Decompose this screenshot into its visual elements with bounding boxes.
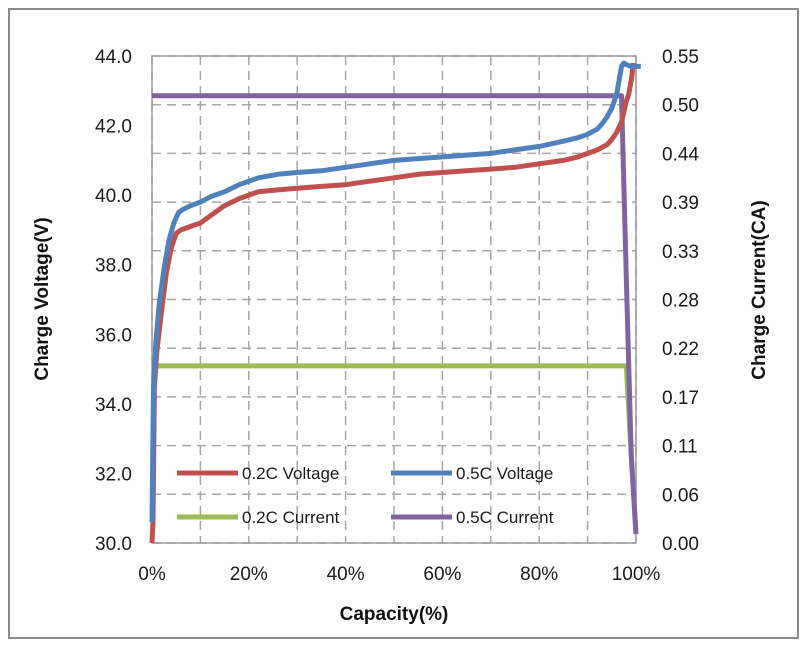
- x-tick-label: 80%: [520, 564, 558, 585]
- plot-border: [151, 55, 637, 544]
- x-tick-label: 0%: [138, 564, 166, 585]
- x-axis-title: Capacity(%): [340, 604, 449, 625]
- legend-label-0: 0.2C Voltage: [242, 464, 339, 483]
- legend-label-1: 0.5C Voltage: [456, 464, 553, 483]
- y2-tick-label: 0.33: [662, 242, 699, 263]
- y2-tick-label: 0.39: [662, 193, 699, 214]
- y-tick-label: 32.0: [95, 464, 132, 485]
- legend-label-2: 0.2C Current: [242, 508, 340, 527]
- y2-tick-label: 0.28: [662, 291, 699, 312]
- y-tick-label: 34.0: [95, 395, 132, 416]
- y2-axis-title: Charge Current(CA): [749, 200, 770, 379]
- y-tick-label: 38.0: [95, 256, 132, 277]
- x-tick-label: 100%: [612, 564, 661, 585]
- x-tick-label: 40%: [327, 564, 365, 585]
- y-tick-label: 30.0: [95, 534, 132, 555]
- legend-label-3: 0.5C Current: [456, 508, 554, 527]
- y2-tick-label: 0.17: [662, 388, 699, 409]
- series-layer: [149, 60, 641, 544]
- x-tick-label: 20%: [230, 564, 268, 585]
- y2-tick-label: 0.00: [662, 534, 699, 555]
- y2-tick-label: 0.11: [662, 437, 698, 458]
- y2-tick-label: 0.44: [662, 144, 699, 165]
- legend: 0.2C Voltage 0.5C Voltage 0.2C Current 0…: [177, 464, 554, 527]
- y-tick-label: 42.0: [95, 117, 132, 138]
- series-line-0-2c-voltage: [149, 62, 637, 544]
- x-tick-label: 60%: [423, 564, 461, 585]
- y-tick-label: 44.0: [95, 47, 132, 68]
- y2-tick-label: 0.22: [662, 339, 699, 360]
- tick-labels: 0% 20% 40% 60% 80% 100% 30.0 32.0 34.0 36.0 38.0 40…: [95, 47, 699, 585]
- y2-tick-label: 0.55: [662, 47, 699, 68]
- chart-frame: [8, 8, 799, 639]
- series-line-0-5c-voltage: [149, 60, 641, 523]
- y-tick-label: 40.0: [95, 186, 132, 207]
- y-axis-title: Charge Voltage(V): [32, 217, 53, 380]
- series-line-0-5c-current: [152, 93, 639, 535]
- y2-tick-label: 0.06: [662, 485, 699, 506]
- grid: [151, 55, 637, 544]
- y-tick-label: 36.0: [95, 325, 132, 346]
- y2-tick-label: 0.50: [662, 96, 699, 117]
